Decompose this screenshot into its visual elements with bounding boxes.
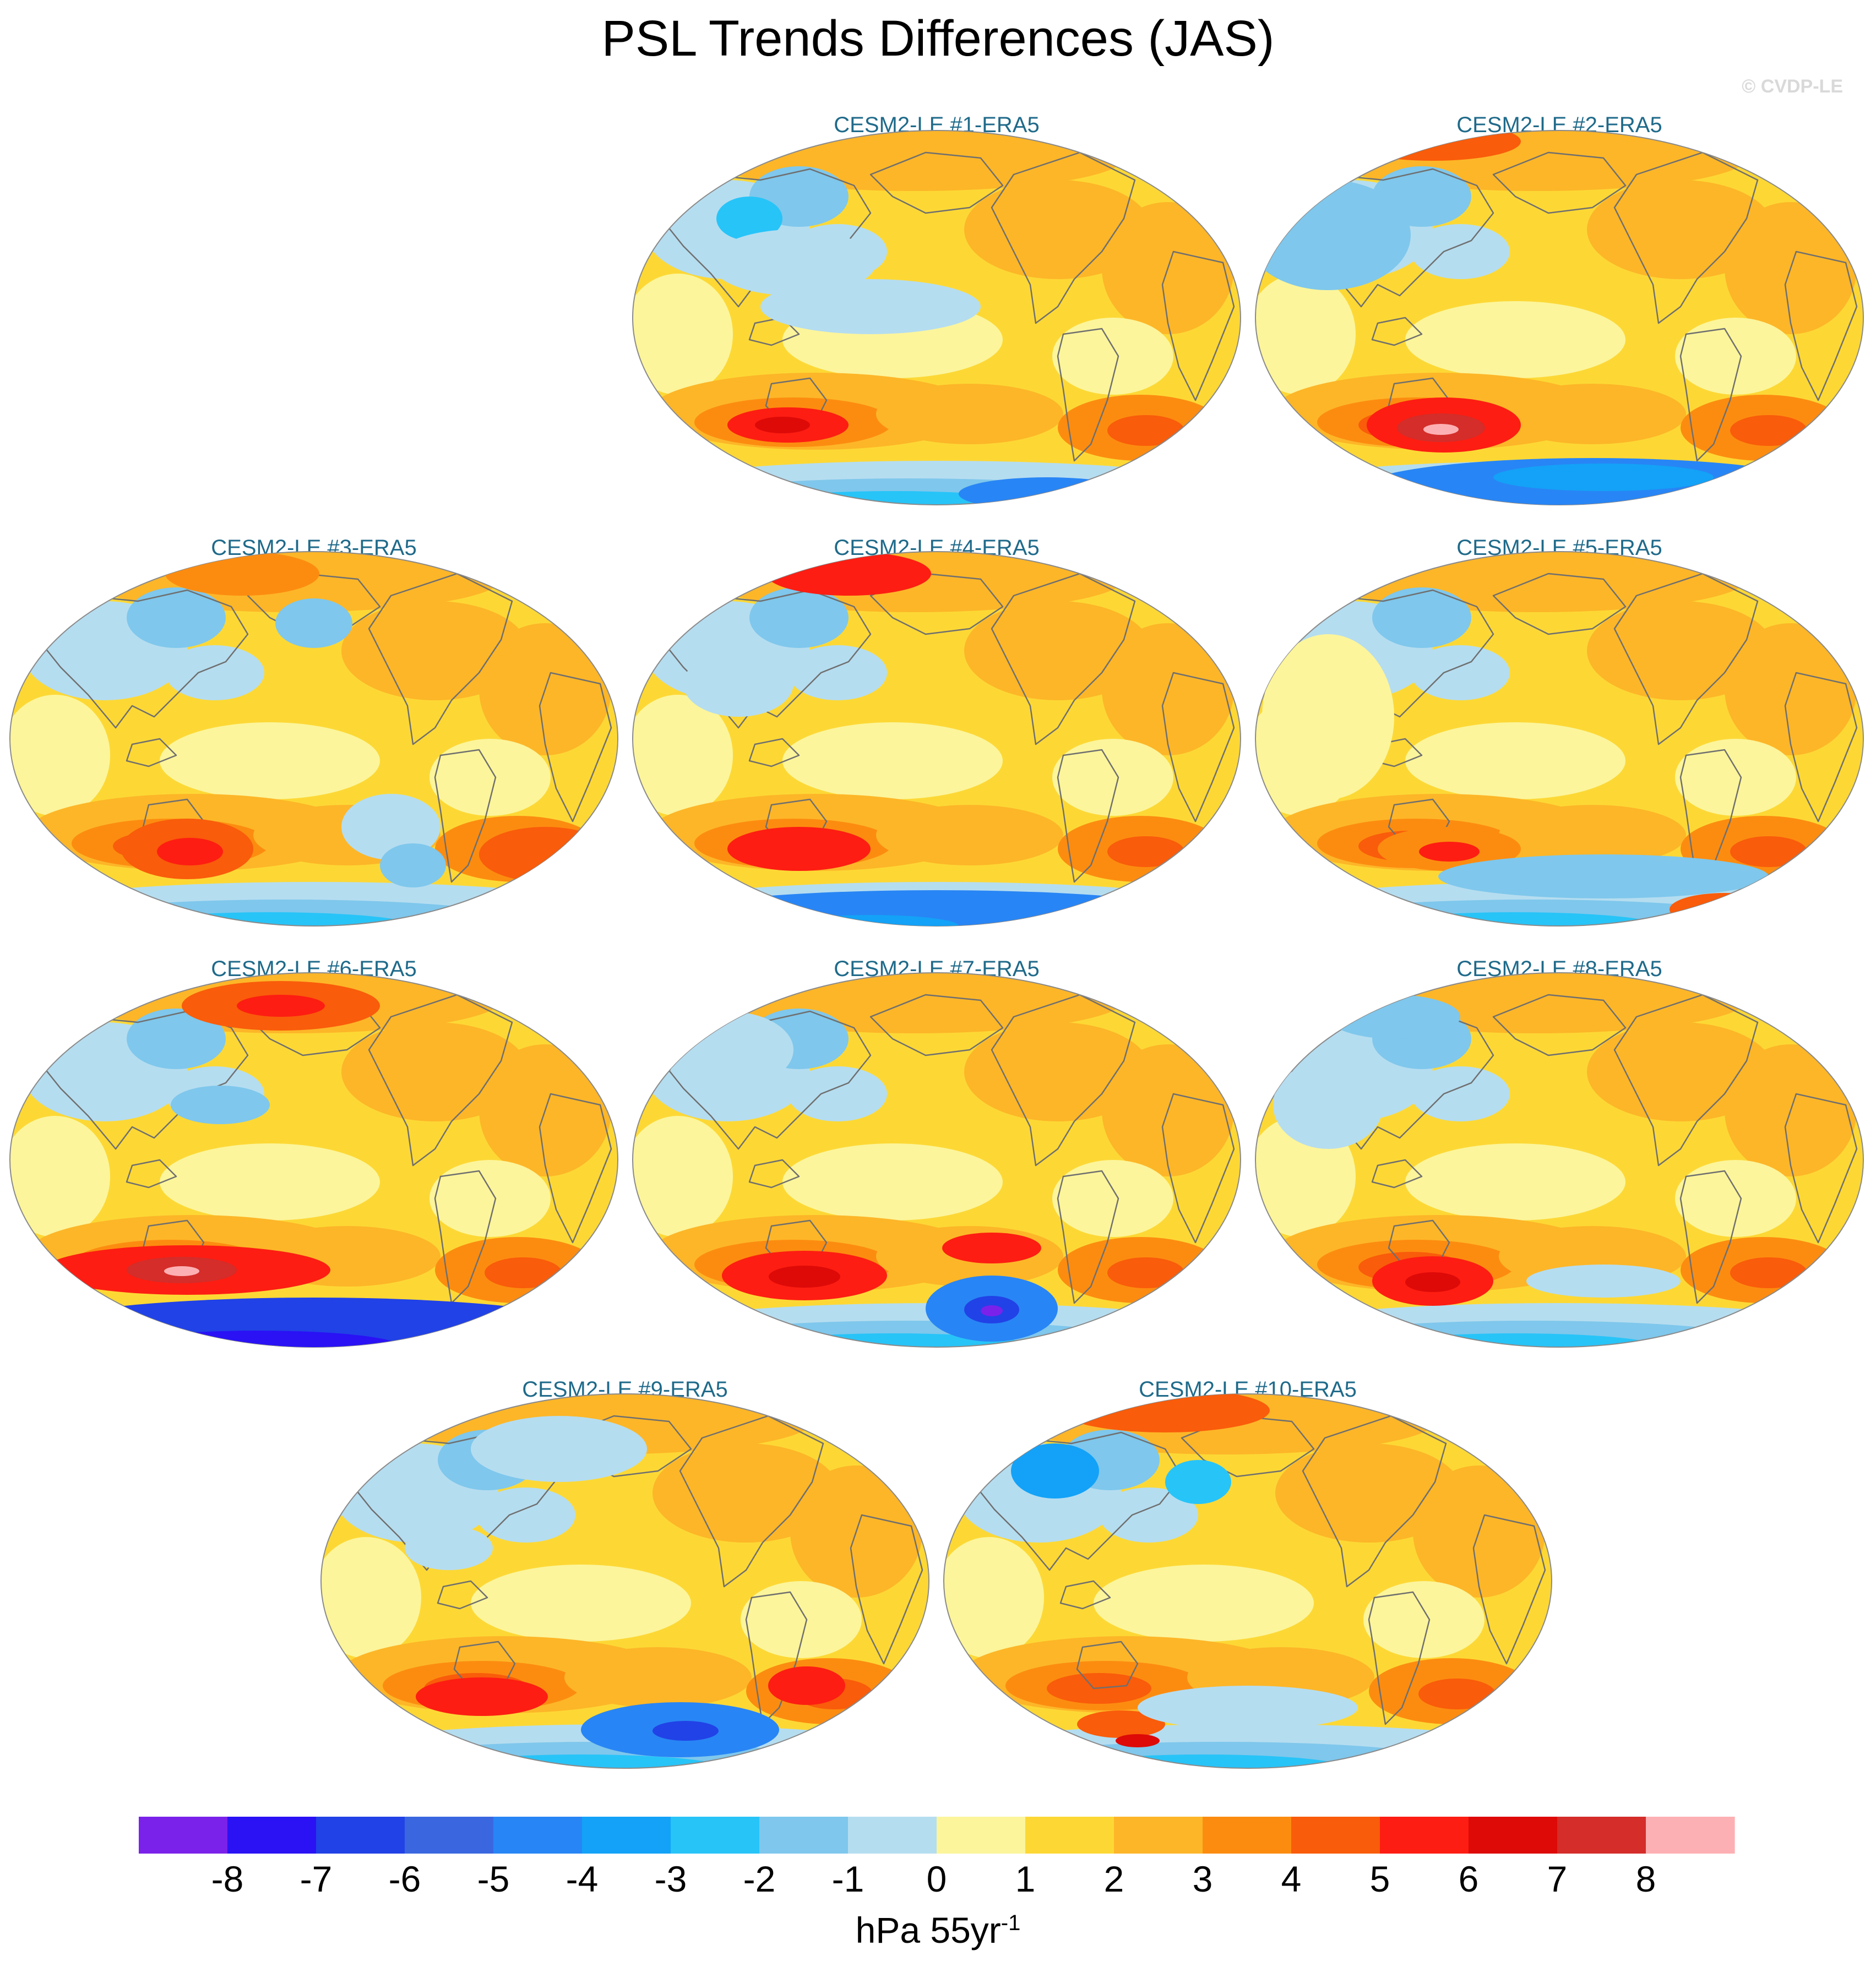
colorbar-tick-label: 4 [1281,1859,1302,1899]
colorbar-tick-label: 1 [1015,1859,1036,1899]
colorbar-tick-label: 3 [1192,1859,1213,1899]
colorbar-swatch [316,1817,405,1854]
map-panel-1 [623,125,1245,521]
colorbar-tick-label: 8 [1635,1859,1656,1899]
figure-title: PSL Trends Differences (JAS) [601,10,1275,67]
colorbar-tick-label: -6 [388,1859,421,1899]
map-panel-2 [1246,122,1868,521]
colorbar-swatch [1203,1817,1292,1854]
colorbar-tick-label: -3 [654,1859,687,1899]
units-base: hPa 55yr [855,1910,1001,1950]
colorbar-tick-label: 5 [1369,1859,1390,1899]
colorbar-tick-label: -2 [743,1859,776,1899]
map-panel-9 [311,1388,933,1785]
colorbar-swatch [937,1817,1026,1854]
colorbar-swatch [671,1817,760,1854]
map-panel-5 [1246,546,1868,942]
colorbar-swatch [139,1817,228,1854]
colorbar-swatch [1557,1817,1646,1854]
colorbar-swatch [848,1817,937,1854]
colorbar-swatch [405,1817,494,1854]
colorbar-swatch [1291,1817,1380,1854]
colorbar-swatch [759,1817,849,1854]
colorbar-tick-label: 6 [1458,1859,1479,1899]
colorbar-tick-label: -5 [477,1859,510,1899]
colorbar-swatch [227,1817,317,1854]
colorbar-tick-label: -7 [300,1859,333,1899]
map-panel-4 [623,546,1245,942]
colorbar-swatch [1646,1817,1735,1854]
map-panel-7 [623,967,1245,1364]
colorbar-tick-label: -4 [565,1859,599,1899]
colorbar-swatch [1469,1817,1558,1854]
colorbar-tick-label: -8 [211,1859,244,1899]
colorbar-swatch [582,1817,671,1854]
map-panel-10 [934,1388,1556,1785]
colorbar [139,1817,1735,1854]
units-exponent: -1 [1000,1911,1021,1935]
copyright-watermark: © CVDP-LE [1742,76,1843,97]
map-panel-6 [0,967,622,1364]
colorbar-units: hPa 55yr-1 [0,1909,1876,1951]
colorbar-swatch [493,1817,583,1854]
colorbar-swatch [1114,1817,1203,1854]
map-panel-8 [1246,967,1868,1364]
colorbar-tick-label: 7 [1547,1859,1568,1899]
colorbar-tick-label: 0 [926,1859,947,1899]
map-panel-3 [0,546,622,942]
colorbar-tick-label: -1 [831,1859,864,1899]
colorbar-swatch [1025,1817,1114,1854]
colorbar-swatch [1380,1817,1469,1854]
colorbar-tick-label: 2 [1103,1859,1124,1899]
